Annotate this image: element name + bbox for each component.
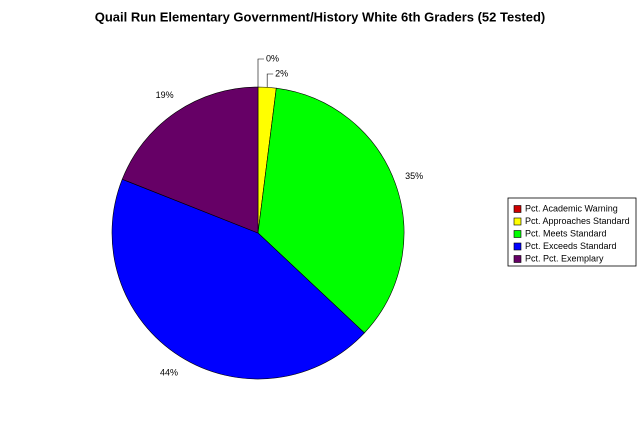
leader-line: [266, 73, 274, 88]
data-label: 35%: [405, 171, 423, 181]
leader-line: [257, 58, 264, 87]
chart-title: Quail Run Elementary Government/History …: [95, 9, 546, 24]
data-label: 0%: [266, 53, 279, 63]
legend-swatch: [513, 255, 522, 263]
data-label: 2%: [275, 68, 288, 78]
pie-slice: [111, 178, 365, 380]
legend-box: [507, 197, 637, 267]
data-label: 19%: [156, 90, 174, 100]
legend-swatch: [513, 217, 522, 226]
legend-label: Pct. Meets Standard: [525, 228, 607, 238]
legend-swatch: [513, 205, 522, 213]
legend-label: Pct. Exceeds Standard: [525, 241, 617, 251]
legend-swatch: [513, 242, 522, 251]
legend-label: Pct. Academic Warning: [525, 203, 618, 213]
legend-label: Pct. Approaches Standard: [525, 216, 630, 226]
pie-slice: [257, 87, 405, 334]
legend-swatch: [513, 230, 522, 238]
pie-slice: [121, 86, 259, 234]
legend-label: Pct. Pct. Exemplary: [525, 253, 604, 263]
data-label: 44%: [160, 368, 178, 378]
